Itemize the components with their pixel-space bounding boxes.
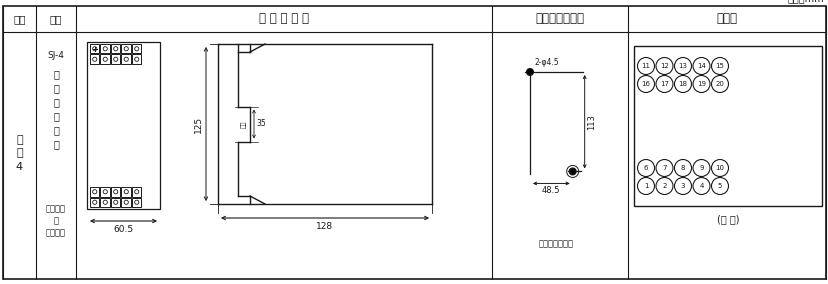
Text: 60.5: 60.5 xyxy=(113,225,133,234)
Text: 9: 9 xyxy=(698,165,703,171)
Text: 卡轨安装: 卡轨安装 xyxy=(46,204,66,214)
Text: 结构: 结构 xyxy=(50,14,62,24)
Text: 线: 线 xyxy=(53,139,59,149)
Text: 1: 1 xyxy=(643,183,647,189)
Text: 2-φ4.5: 2-φ4.5 xyxy=(534,58,559,67)
Text: 14: 14 xyxy=(696,63,705,69)
Circle shape xyxy=(526,68,533,76)
Text: 接: 接 xyxy=(53,125,59,135)
Text: 凸: 凸 xyxy=(53,69,59,79)
Text: 12: 12 xyxy=(659,63,668,69)
Text: 安装开孔尺寸图: 安装开孔尺寸图 xyxy=(535,12,584,26)
Text: 6: 6 xyxy=(643,165,647,171)
Text: 端子图: 端子图 xyxy=(715,12,737,26)
Text: 128: 128 xyxy=(316,222,333,231)
Text: 8: 8 xyxy=(680,165,685,171)
Text: 5: 5 xyxy=(717,183,721,189)
Text: 单位：mm: 单位：mm xyxy=(787,0,823,3)
Bar xyxy=(100,187,110,197)
Bar xyxy=(111,187,120,197)
Text: 35: 35 xyxy=(256,120,266,128)
Text: 前: 前 xyxy=(53,111,59,121)
Text: 125: 125 xyxy=(194,115,203,133)
Text: 4: 4 xyxy=(699,183,703,189)
Text: 48.5: 48.5 xyxy=(542,186,560,195)
Bar xyxy=(87,42,160,209)
Text: 卡轨: 卡轨 xyxy=(241,120,247,128)
Bar xyxy=(90,55,99,64)
Text: 螺钉安装开孔图: 螺钉安装开孔图 xyxy=(538,239,573,248)
Text: 附: 附 xyxy=(17,135,23,145)
Text: 13: 13 xyxy=(677,63,686,69)
Bar xyxy=(132,55,142,64)
Bar xyxy=(633,46,821,206)
Bar xyxy=(100,44,110,53)
Text: SJ-4: SJ-4 xyxy=(47,51,65,60)
Bar xyxy=(122,187,131,197)
Bar xyxy=(90,187,99,197)
Text: 16: 16 xyxy=(641,81,650,87)
Text: 3: 3 xyxy=(680,183,685,189)
Bar xyxy=(100,55,110,64)
Text: 出: 出 xyxy=(53,83,59,93)
Text: 11: 11 xyxy=(641,63,650,69)
Bar xyxy=(132,187,142,197)
Text: 螺钉安装: 螺钉安装 xyxy=(46,229,66,237)
Text: 7: 7 xyxy=(662,165,666,171)
Bar xyxy=(111,44,120,53)
Text: 2: 2 xyxy=(662,183,666,189)
Text: 18: 18 xyxy=(677,81,686,87)
Text: 图号: 图号 xyxy=(13,14,26,24)
Bar xyxy=(111,197,120,207)
Bar xyxy=(122,44,131,53)
Bar xyxy=(111,55,120,64)
Text: 4: 4 xyxy=(16,162,23,172)
Text: 15: 15 xyxy=(715,63,724,69)
Bar xyxy=(132,197,142,207)
Bar xyxy=(90,197,99,207)
Bar xyxy=(100,197,110,207)
Text: 图: 图 xyxy=(17,149,23,158)
Text: 10: 10 xyxy=(715,165,724,171)
Text: 外 形 尺 寸 图: 外 形 尺 寸 图 xyxy=(258,12,309,26)
Text: 式: 式 xyxy=(53,97,59,107)
Text: 19: 19 xyxy=(696,81,705,87)
Bar xyxy=(90,44,99,53)
Text: 或: 或 xyxy=(54,216,59,225)
Bar xyxy=(122,55,131,64)
Text: (正 视): (正 视) xyxy=(716,214,739,224)
Circle shape xyxy=(569,168,575,175)
Bar xyxy=(132,44,142,53)
Text: 113: 113 xyxy=(586,114,595,130)
Text: 17: 17 xyxy=(659,81,668,87)
Text: 20: 20 xyxy=(715,81,724,87)
Bar xyxy=(122,197,131,207)
